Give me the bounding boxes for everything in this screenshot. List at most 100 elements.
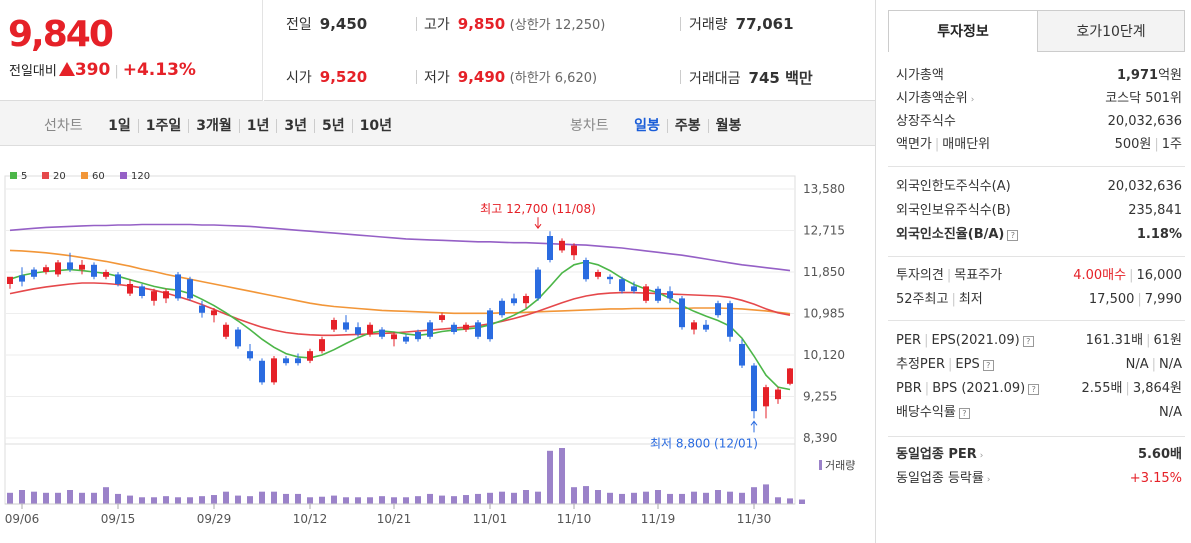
volume-bar — [271, 491, 277, 504]
candle-body — [439, 315, 445, 320]
stat-amount: 거래대금 745 백만 — [689, 69, 813, 87]
stat-low: 저가 9,490 (하한가 6,620) — [424, 68, 598, 86]
candle-body — [763, 387, 769, 407]
price-stats: 전일 9,450 고가 9,850 (상한가 12,250) 거래량 77,061 시… — [264, 0, 875, 101]
volume-bar — [451, 496, 457, 504]
ma60-line — [9, 249, 791, 315]
high-annotation: 최고 12,700 (11/08) — [480, 202, 596, 216]
volume-bar — [751, 487, 757, 504]
line-chart-title: 선차트 — [44, 118, 83, 134]
volume-bar — [463, 495, 469, 504]
investment-info-panel: 투자정보 호가10단계 시가총액 1,971억원 시가총액순위 › 코스닥 501… — [888, 10, 1185, 535]
candle-body — [475, 322, 481, 337]
ma120-line — [9, 223, 791, 272]
candle-body — [727, 303, 733, 337]
candle-body — [559, 240, 565, 251]
volume-bar — [487, 492, 493, 504]
candle-daily[interactable]: 일봉 — [634, 118, 660, 134]
candle-body — [283, 358, 289, 364]
period-10y[interactable]: 10년 — [351, 119, 399, 133]
volume-bar — [103, 487, 109, 504]
row-opinion: 투자의견 | 목표주가 4.00매수 | 16,000 — [896, 268, 1182, 283]
help-icon[interactable]: ? — [982, 360, 994, 371]
volume-bar — [571, 487, 577, 504]
candle-body — [367, 324, 373, 335]
candle-body — [163, 291, 169, 299]
line-chart-periods: 선차트 1일 1주일 3개월 1년 3년 5년 10년 — [44, 115, 399, 135]
volume-bar — [67, 490, 73, 504]
candle-body — [499, 300, 505, 316]
candle-body — [607, 276, 613, 280]
volume-bar — [55, 492, 61, 504]
volume-bar — [559, 448, 565, 504]
volume-bar — [139, 497, 145, 504]
period-1y[interactable]: 1년 — [238, 119, 277, 133]
volume-bar — [667, 493, 673, 504]
stat-high: 고가 9,850 (상한가 12,250) — [424, 15, 606, 33]
help-icon[interactable]: ? — [1028, 384, 1040, 395]
volume-bar — [691, 491, 697, 504]
volume-bar — [763, 484, 769, 504]
tab-order-book[interactable]: 호가10단계 — [1037, 10, 1185, 52]
period-3y[interactable]: 3년 — [276, 119, 314, 133]
candle-body — [655, 288, 661, 301]
candle-body — [103, 272, 109, 277]
period-5y[interactable]: 5년 — [314, 119, 352, 133]
candle-body — [343, 322, 349, 330]
candle-body — [775, 389, 781, 400]
volume-bar — [415, 496, 421, 504]
candle-body — [703, 324, 709, 330]
candle-body — [787, 368, 793, 384]
volume-bar — [163, 496, 169, 504]
period-1d[interactable]: 1일 — [108, 118, 131, 134]
volume-bar — [355, 497, 361, 504]
row-per: PER | EPS(2021.09)? 161.31배 | 61원 — [896, 333, 1182, 348]
candle-body — [67, 262, 73, 270]
x-tick-label: 09/15 — [101, 512, 136, 526]
row-foreign-hold: 외국인보유주식수(B) 235,841 — [896, 203, 1182, 218]
period-3m[interactable]: 3개월 — [188, 119, 239, 133]
help-icon[interactable]: ? — [1022, 336, 1034, 347]
volume-bar — [631, 492, 637, 504]
candle-body — [259, 360, 265, 383]
volume-label: 거래량 — [825, 459, 855, 472]
row-dividend: 배당수익률? N/A — [896, 405, 1182, 420]
row-market-cap-rank[interactable]: 시가총액순위 › 코스닥 501위 — [896, 91, 1182, 106]
volume-bar — [379, 496, 385, 504]
y-tick-label: 12,715 — [803, 224, 845, 238]
candle-body — [355, 327, 361, 335]
candle-body — [619, 279, 625, 292]
row-est-per: 추정PER | EPS? N/A | N/A — [896, 357, 1182, 372]
period-1w[interactable]: 1주일 — [137, 119, 189, 133]
candle-weekly[interactable]: 주봉 — [666, 119, 708, 133]
row-sector-change[interactable]: 동일업종 등락률 › +3.15% — [896, 471, 1182, 486]
volume-bar — [775, 497, 781, 504]
candle-body — [427, 322, 433, 337]
volume-bar — [151, 497, 157, 504]
legend-swatch — [10, 172, 17, 179]
price-change: 전일대비 390 | +4.13% — [9, 60, 196, 80]
legend-swatch — [42, 172, 49, 179]
candle-body — [583, 260, 589, 280]
volume-bar — [295, 493, 301, 504]
help-icon[interactable]: ? — [1007, 230, 1019, 241]
candle-body — [271, 358, 277, 383]
chevron-right-icon: › — [979, 451, 984, 461]
x-tick-label: 09/06 — [5, 512, 40, 526]
tab-invest-info[interactable]: 투자정보 — [888, 10, 1038, 52]
volume-bar — [499, 491, 505, 504]
row-sector-per[interactable]: 동일업종 PER › 5.60배 — [896, 447, 1182, 462]
candle-body — [523, 295, 529, 304]
candle-body — [235, 329, 241, 347]
x-tick-label: 09/29 — [197, 512, 232, 526]
x-tick-label: 11/30 — [737, 512, 772, 526]
y-tick-label: 9,255 — [803, 390, 837, 404]
volume-bar — [331, 495, 337, 504]
volume-bar — [31, 491, 37, 504]
volume-bar — [727, 491, 733, 504]
candle-monthly[interactable]: 월봉 — [707, 119, 749, 133]
legend-swatch — [81, 172, 88, 179]
help-icon[interactable]: ? — [958, 408, 970, 419]
candle-body — [187, 279, 193, 299]
stat-volume: 거래량 77,061 — [689, 15, 794, 33]
